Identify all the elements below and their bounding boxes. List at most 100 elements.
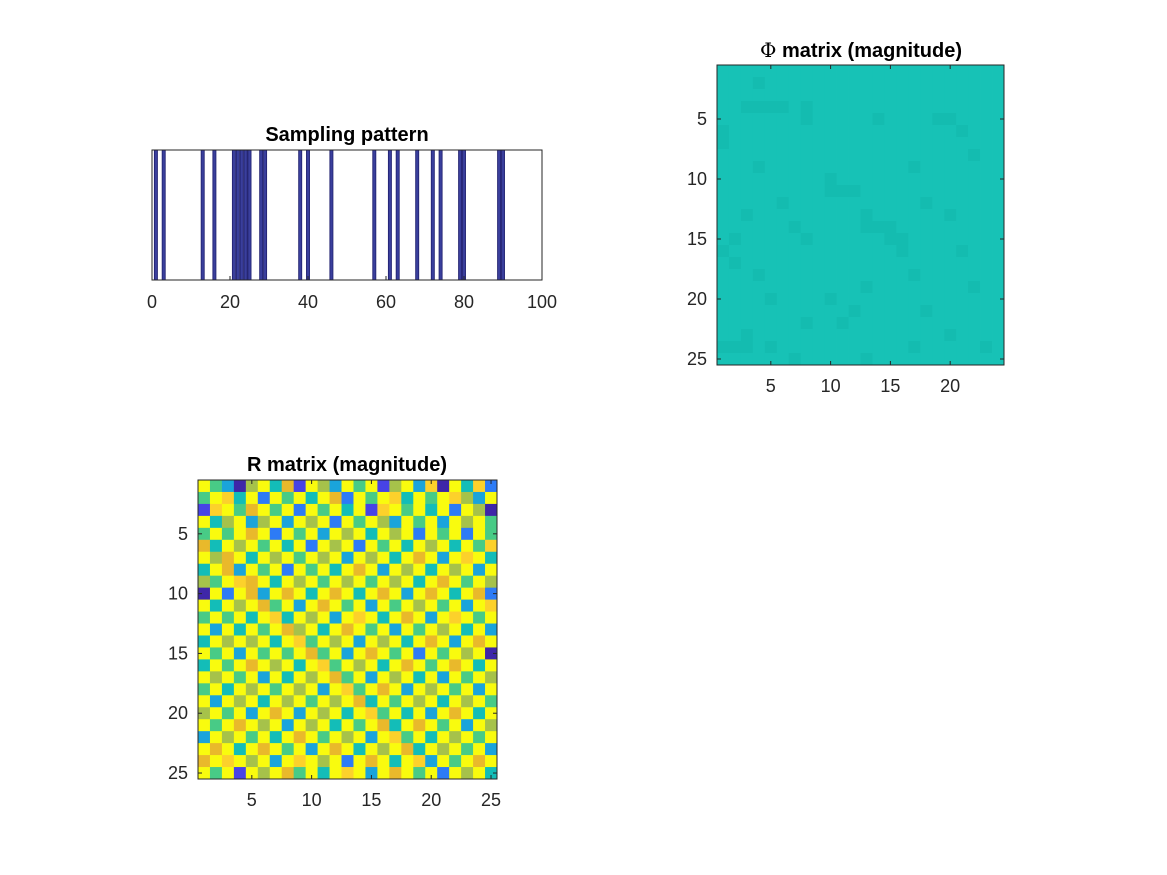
- heatmap-cell: [932, 65, 945, 78]
- heatmap-cell: [317, 755, 330, 768]
- heatmap-cell: [485, 719, 498, 732]
- sample-bar: [395, 149, 400, 281]
- heatmap-cell: [860, 185, 873, 198]
- heatmap-cell: [752, 161, 766, 174]
- heatmap-cell: [413, 611, 426, 624]
- heatmap-cell: [848, 149, 861, 162]
- heatmap-cell: [932, 329, 945, 342]
- heatmap-cell: [365, 611, 378, 624]
- heatmap-cell: [860, 329, 873, 342]
- heatmap-cell: [860, 89, 873, 102]
- heatmap-cell: [401, 539, 414, 553]
- heatmap-cell: [776, 269, 790, 282]
- heatmap-cell: [293, 659, 307, 672]
- heatmap-cell: [920, 149, 933, 162]
- heatmap-cell: [413, 647, 426, 660]
- heatmap-cell: [377, 743, 390, 756]
- heatmap-cell: [245, 647, 259, 660]
- heatmap-cell: [908, 341, 921, 354]
- heatmap-cell: [896, 209, 909, 222]
- heatmap-cell: [836, 77, 849, 90]
- heatmap-cell: [992, 209, 1005, 222]
- heatmap-cell: [377, 480, 390, 493]
- heatmap-cell: [198, 611, 211, 624]
- heatmap-cell: [980, 293, 993, 306]
- heatmap-cell: [908, 281, 921, 294]
- heatmap-cell: [824, 161, 837, 174]
- heatmap-cell: [896, 233, 909, 246]
- heatmap-cell: [860, 257, 873, 270]
- heatmap-cell: [413, 599, 426, 612]
- x-tick-label: 15: [880, 376, 900, 396]
- heatmap-cell: [800, 353, 814, 366]
- heatmap-cell: [401, 611, 414, 624]
- heatmap-cell: [884, 341, 897, 354]
- heatmap-cell: [233, 575, 247, 589]
- heatmap-cell: [992, 125, 1005, 138]
- heatmap-cell: [401, 767, 414, 780]
- heatmap-cell: [752, 113, 766, 126]
- heatmap-cell: [717, 353, 730, 366]
- heatmap-cell: [425, 731, 438, 744]
- heatmap-cell: [836, 89, 849, 102]
- heatmap-cell: [932, 293, 945, 306]
- sample-bar: [235, 149, 240, 281]
- heatmap-cell: [485, 599, 498, 612]
- heatmap-cell: [413, 539, 426, 553]
- heatmap-cell: [449, 539, 462, 553]
- heatmap-cell: [401, 551, 414, 565]
- heatmap-cell: [836, 197, 849, 210]
- heatmap-cell: [992, 353, 1005, 366]
- heatmap-cell: [968, 293, 981, 306]
- heatmap-cell: [198, 503, 211, 517]
- heatmap-cell: [956, 65, 969, 78]
- heatmap-cell: [245, 491, 259, 505]
- heatmap-cell: [245, 563, 259, 577]
- heatmap-cell: [717, 65, 730, 78]
- heatmap-cell: [401, 647, 414, 660]
- heatmap-cell: [992, 89, 1005, 102]
- heatmap-cell: [836, 281, 849, 294]
- heatmap-cell: [413, 515, 426, 529]
- heatmap-cell: [341, 611, 354, 624]
- heatmap-cell: [209, 755, 223, 768]
- heatmap-cell: [860, 221, 873, 234]
- heatmap-cell: [209, 743, 223, 756]
- heatmap-cell: [717, 245, 730, 258]
- heatmap-cell: [836, 353, 849, 366]
- heatmap-cell: [257, 743, 271, 756]
- heatmap-cell: [872, 221, 885, 234]
- heatmap-cell: [281, 659, 295, 672]
- heatmap-cell: [812, 185, 826, 198]
- heatmap-cell: [848, 221, 861, 234]
- heatmap-cell: [872, 305, 885, 318]
- heatmap-cell: [473, 635, 486, 648]
- heatmap-cell: [836, 317, 849, 330]
- heatmap-cell: [992, 221, 1005, 234]
- heatmap-cell: [425, 719, 438, 732]
- heatmap-cell: [884, 149, 897, 162]
- heatmap-cell: [968, 161, 981, 174]
- heatmap-cell: [209, 731, 223, 744]
- heatmap-cell: [920, 305, 933, 318]
- heatmap-cell: [848, 257, 861, 270]
- heatmap-cell: [209, 623, 223, 636]
- heatmap-cell: [305, 480, 318, 493]
- heatmap-cell: [257, 647, 271, 660]
- heatmap-cell: [413, 719, 426, 732]
- heatmap-cell: [233, 503, 247, 517]
- heatmap-cell: [848, 353, 861, 366]
- heatmap-cell: [257, 480, 271, 493]
- heatmap-cell: [908, 173, 921, 186]
- heatmap-cell: [752, 269, 766, 282]
- heatmap-cell: [269, 647, 283, 660]
- sample-bar: [415, 149, 420, 281]
- heatmap-cell: [437, 623, 450, 636]
- heatmap-cell: [752, 173, 766, 186]
- heatmap-cell: [329, 599, 342, 612]
- heatmap-cell: [461, 767, 474, 780]
- heatmap-cell: [980, 65, 993, 78]
- heatmap-cell: [305, 755, 318, 768]
- heatmap-cell: [896, 89, 909, 102]
- heatmap-cell: [836, 65, 849, 78]
